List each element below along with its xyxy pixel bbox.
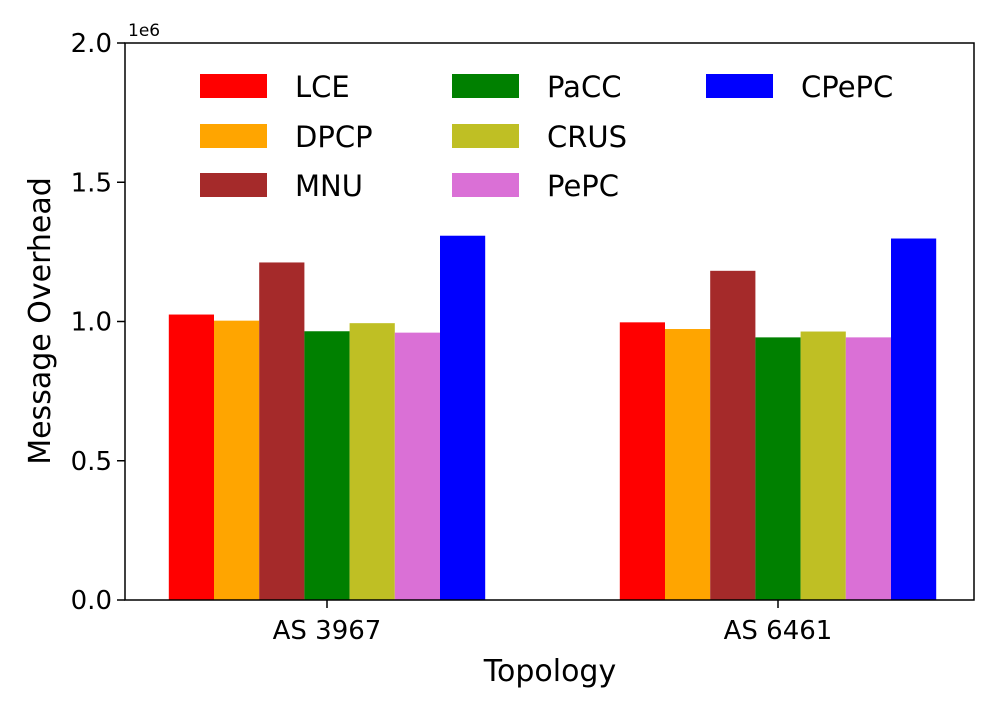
bar-lce-as-3967	[168, 314, 214, 600]
y-offset-label: 1e6	[128, 21, 160, 41]
legend-swatch-pepc	[452, 173, 519, 197]
x-tick-label: AS 3967	[273, 616, 382, 646]
y-tick-label: 1.0	[71, 308, 112, 338]
legend-label-lce: LCE	[295, 70, 350, 104]
y-tick-label: 0.5	[71, 447, 112, 477]
bar-pepc-as-6461	[845, 337, 891, 600]
bar-pacc-as-6461	[755, 337, 801, 600]
bar-crus-as-3967	[349, 323, 395, 600]
bar-mnu-as-6461	[710, 270, 756, 600]
legend-swatch-mnu	[200, 173, 267, 197]
y-tick-label: 2.0	[71, 29, 112, 59]
bar-pepc-as-3967	[394, 332, 440, 600]
legend-swatch-cpepc	[706, 74, 773, 98]
bar-mnu-as-3967	[259, 262, 305, 600]
y-axis: 0.0 0.5 1.0 1.5 2.0	[71, 29, 125, 616]
bar-cpepc-as-3967	[440, 235, 486, 600]
legend-label-pepc: PePC	[547, 169, 619, 203]
bar-pacc-as-3967	[304, 331, 350, 600]
legend-label-crus: CRUS	[547, 120, 627, 154]
y-axis-label: Message Overhead	[23, 177, 58, 465]
legend-swatch-lce	[200, 74, 267, 98]
x-axis: AS 3967 AS 6461	[273, 600, 833, 646]
bar-dpcp-as-3967	[214, 320, 260, 600]
bar-crus-as-6461	[800, 331, 846, 600]
bar-dpcp-as-6461	[665, 329, 711, 600]
legend-label-pacc: PaCC	[547, 70, 621, 104]
legend: LCE DPCP MNU PaCC CRUS PePC CPePC	[200, 70, 893, 203]
bar-lce-as-6461	[619, 322, 665, 600]
bars-group	[168, 235, 937, 600]
x-axis-label: Topology	[483, 654, 616, 689]
bar-cpepc-as-6461	[891, 238, 937, 600]
legend-label-cpepc: CPePC	[801, 70, 893, 104]
y-tick-label: 1.5	[71, 168, 112, 198]
legend-label-dpcp: DPCP	[295, 120, 373, 154]
legend-swatch-crus	[452, 124, 519, 148]
legend-label-mnu: MNU	[295, 169, 363, 203]
legend-swatch-pacc	[452, 74, 519, 98]
legend-swatch-dpcp	[200, 124, 267, 148]
x-tick-label: AS 6461	[724, 616, 833, 646]
y-tick-label: 0.0	[71, 586, 112, 616]
